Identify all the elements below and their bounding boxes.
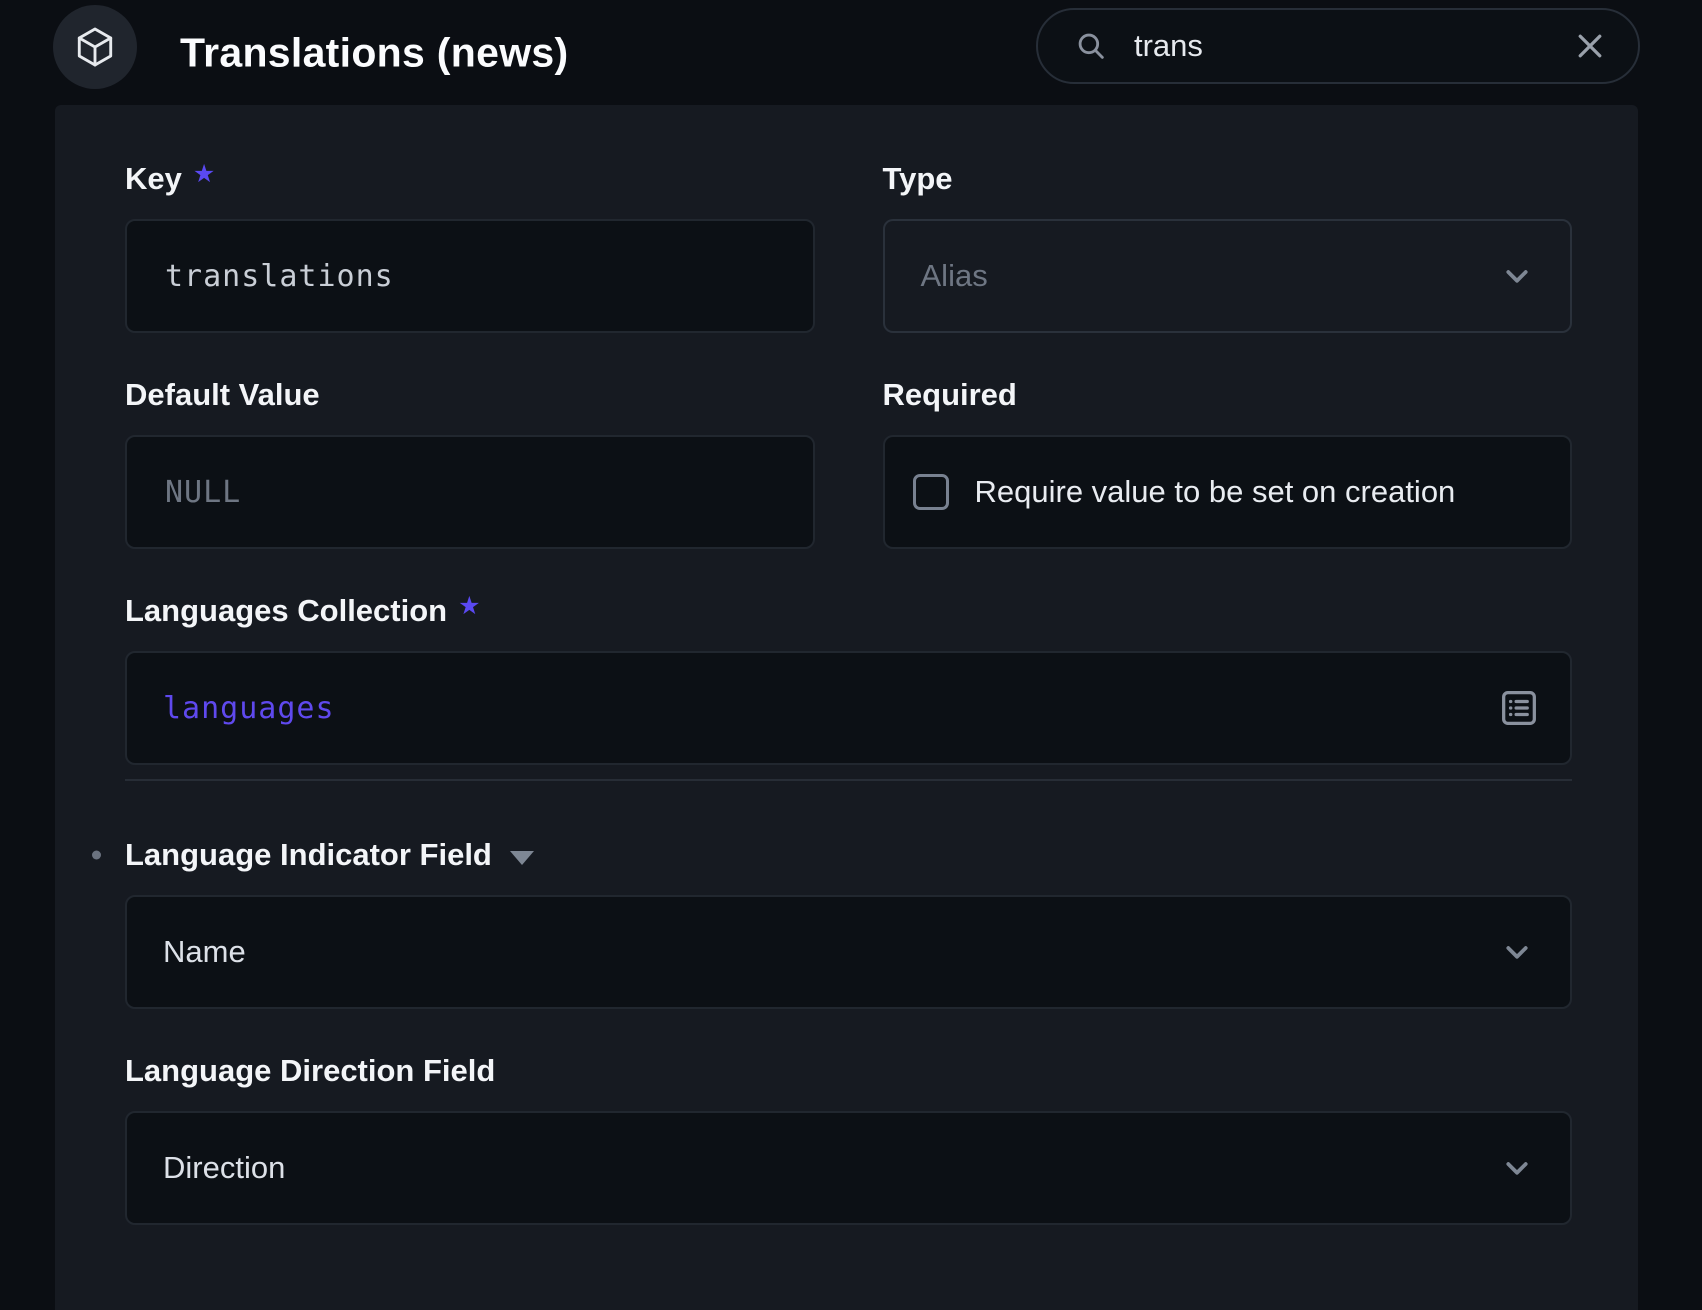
default-value-label-text: Default Value <box>125 377 320 412</box>
type-label-text: Type <box>882 161 953 196</box>
languages-collection-input[interactable]: languages <box>125 651 1572 765</box>
language-indicator-select[interactable]: Name <box>125 895 1572 1009</box>
type-select[interactable]: Alias <box>882 219 1572 333</box>
search-bar[interactable] <box>1036 8 1640 84</box>
chevron-down-icon <box>1498 1149 1536 1187</box>
key-input-wrapper <box>125 219 815 333</box>
search-input[interactable] <box>1132 27 1572 65</box>
language-direction-label-text: Language Direction Field <box>125 1053 496 1088</box>
field-type: Type Alias <box>882 161 1573 333</box>
language-indicator-value: Name <box>163 934 246 969</box>
page-title: Translations (news) <box>180 29 569 75</box>
field-detail-panel: Key ★ Type Alias <box>55 105 1638 1310</box>
search-icon <box>1074 29 1108 63</box>
chevron-down-icon <box>1498 257 1536 295</box>
checkbox-unchecked-icon[interactable] <box>912 474 949 510</box>
language-direction-label: Language Direction Field <box>125 1053 1572 1089</box>
language-indicator-label-text: Language Indicator Field <box>125 837 492 872</box>
close-icon <box>1572 28 1608 64</box>
edited-dot-icon <box>92 850 101 860</box>
field-language-indicator: Language Indicator Field Name <box>92 837 1572 1009</box>
field-default-value: Default Value <box>125 377 815 549</box>
header: Translations (news) <box>0 0 1702 105</box>
language-indicator-label: Language Indicator Field <box>92 837 1572 873</box>
required-star-icon: ★ <box>458 592 481 620</box>
type-select-value: Alias <box>920 258 988 293</box>
required-checkbox-row[interactable]: Require value to be set on creation <box>882 435 1572 549</box>
field-language-direction: Language Direction Field Direction <box>125 1053 1572 1225</box>
field-key: Key ★ <box>125 160 815 333</box>
default-value-label: Default Value <box>125 377 815 413</box>
list-icon <box>1496 685 1542 731</box>
default-value-input[interactable] <box>163 473 723 511</box>
languages-collection-label-text: Languages Collection <box>125 593 448 628</box>
select-collection-button[interactable] <box>1496 685 1542 731</box>
key-input[interactable] <box>163 257 723 295</box>
chevron-down-icon <box>1498 933 1536 971</box>
required-label-text: Required <box>882 377 1017 412</box>
section-divider <box>125 779 1572 781</box>
label-menu-arrow-icon[interactable] <box>509 851 534 865</box>
key-label-text: Key <box>125 161 182 196</box>
languages-collection-value[interactable]: languages <box>163 690 335 726</box>
clear-search-button[interactable] <box>1572 28 1608 64</box>
collection-icon-button[interactable] <box>53 5 137 89</box>
field-languages-collection: Languages Collection ★ languages <box>125 592 1572 765</box>
field-required: Required Require value to be set on crea… <box>882 377 1573 549</box>
type-label: Type <box>883 161 1573 197</box>
languages-collection-label: Languages Collection ★ <box>125 592 1572 629</box>
language-direction-value: Direction <box>163 1150 286 1185</box>
cube-icon <box>72 24 118 70</box>
language-direction-select[interactable]: Direction <box>125 1111 1572 1225</box>
required-label: Required <box>883 377 1573 413</box>
key-label: Key ★ <box>125 160 815 197</box>
required-star-icon: ★ <box>192 160 216 188</box>
default-value-input-wrapper <box>125 435 815 549</box>
required-checkbox-label: Require value to be set on creation <box>974 474 1456 509</box>
